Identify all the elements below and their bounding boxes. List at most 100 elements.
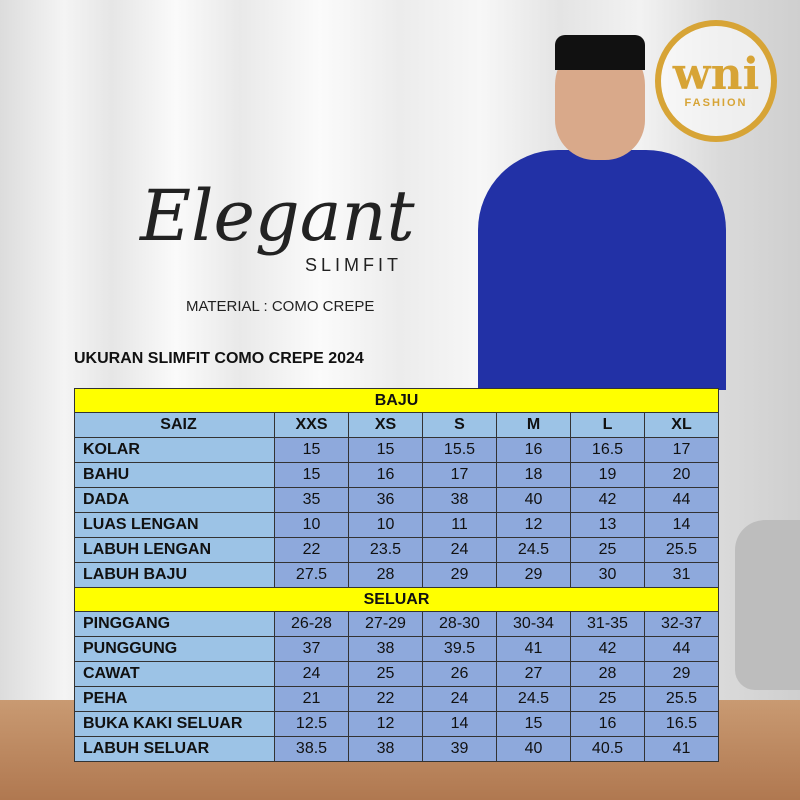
row-label: CAWAT [74, 661, 275, 687]
row-label: KOLAR [74, 437, 275, 463]
column-header-row: SAIZ XXS XS S M L XL [74, 412, 719, 438]
size-value: 24 [274, 661, 349, 687]
size-value: 16 [348, 462, 423, 488]
size-value: 12 [496, 512, 571, 538]
size-value: 26-28 [274, 611, 349, 637]
size-value: 40.5 [570, 736, 645, 762]
table-row: PEHA 21 22 24 24.5 25 25.5 [74, 686, 719, 712]
table-row: KOLAR 15 15 15.5 16 16.5 17 [74, 437, 719, 463]
column-header: XL [644, 412, 719, 438]
table-row: BAHU 15 16 17 18 19 20 [74, 462, 719, 488]
size-value: 16.5 [570, 437, 645, 463]
size-value: 27 [496, 661, 571, 687]
size-value: 10 [274, 512, 349, 538]
row-label: PEHA [74, 686, 275, 712]
column-header: M [496, 412, 571, 438]
model-baju-melayu [478, 150, 726, 390]
size-value: 25 [570, 537, 645, 563]
size-value: 13 [570, 512, 645, 538]
table-row: DADA 35 36 38 40 42 44 [74, 487, 719, 513]
size-value: 15 [274, 437, 349, 463]
size-value: 31-35 [570, 611, 645, 637]
section-title: SELUAR [74, 587, 719, 612]
size-value: 14 [422, 711, 497, 737]
size-value: 10 [348, 512, 423, 538]
size-value: 21 [274, 686, 349, 712]
logo-text: wni [672, 49, 760, 100]
size-value: 29 [644, 661, 719, 687]
size-value: 20 [644, 462, 719, 488]
size-value: 40 [496, 487, 571, 513]
section-title: BAJU [74, 388, 719, 413]
size-value: 24.5 [496, 686, 571, 712]
table-row: BUKA KAKI SELUAR 12.5 12 14 15 16 16.5 [74, 711, 719, 737]
row-label: PINGGANG [74, 611, 275, 637]
column-header: S [422, 412, 497, 438]
size-value: 38 [348, 636, 423, 662]
size-value: 38 [348, 736, 423, 762]
logo-sub: FASHION [684, 97, 748, 109]
size-value: 14 [644, 512, 719, 538]
size-value: 24 [422, 537, 497, 563]
size-value: 28 [570, 661, 645, 687]
size-value: 28-30 [422, 611, 497, 637]
size-value: 31 [644, 562, 719, 588]
row-label: LABUH LENGAN [74, 537, 275, 563]
size-value: 15 [274, 462, 349, 488]
table-row: LABUH SELUAR 38.5 38 39 40 40.5 41 [74, 736, 719, 762]
size-value: 41 [644, 736, 719, 762]
column-header: L [570, 412, 645, 438]
size-value: 37 [274, 636, 349, 662]
size-value: 15 [348, 437, 423, 463]
size-value: 39 [422, 736, 497, 762]
size-value: 22 [274, 537, 349, 563]
column-header: XS [348, 412, 423, 438]
size-value: 27.5 [274, 562, 349, 588]
size-value: 25 [570, 686, 645, 712]
material-label: MATERIAL : COMO CREPE [186, 298, 375, 315]
size-value: 28 [348, 562, 423, 588]
table-row: LUAS LENGAN 10 10 11 12 13 14 [74, 512, 719, 538]
column-header: SAIZ [74, 412, 275, 438]
row-label: PUNGGUNG [74, 636, 275, 662]
size-value: 15.5 [422, 437, 497, 463]
size-value: 16 [496, 437, 571, 463]
size-value: 30 [570, 562, 645, 588]
size-value: 32-37 [644, 611, 719, 637]
size-value: 17 [644, 437, 719, 463]
size-value: 35 [274, 487, 349, 513]
size-value: 38.5 [274, 736, 349, 762]
size-value: 44 [644, 636, 719, 662]
table-title: UKURAN SLIMFIT COMO CREPE 2024 [74, 350, 364, 367]
section-header: BAJU [74, 388, 719, 413]
size-value: 44 [644, 487, 719, 513]
size-value: 40 [496, 736, 571, 762]
row-label: LABUH BAJU [74, 562, 275, 588]
row-label: LUAS LENGAN [74, 512, 275, 538]
brand-logo: wni FASHION [655, 20, 777, 142]
size-value: 15 [496, 711, 571, 737]
size-value: 16 [570, 711, 645, 737]
size-value: 30-34 [496, 611, 571, 637]
product-title: Elegant [140, 175, 415, 257]
size-value: 42 [570, 636, 645, 662]
size-value: 36 [348, 487, 423, 513]
row-label: LABUH SELUAR [74, 736, 275, 762]
table-row: PUNGGUNG 37 38 39.5 41 42 44 [74, 636, 719, 662]
size-value: 24 [422, 686, 497, 712]
table-row: CAWAT 24 25 26 27 28 29 [74, 661, 719, 687]
size-value: 38 [422, 487, 497, 513]
size-value: 16.5 [644, 711, 719, 737]
size-value: 25.5 [644, 537, 719, 563]
table-row: LABUH LENGAN 22 23.5 24 24.5 25 25.5 [74, 537, 719, 563]
size-value: 24.5 [496, 537, 571, 563]
chair [735, 520, 800, 690]
size-value: 17 [422, 462, 497, 488]
table-row: LABUH BAJU 27.5 28 29 29 30 31 [74, 562, 719, 588]
size-value: 39.5 [422, 636, 497, 662]
size-value: 42 [570, 487, 645, 513]
row-label: BUKA KAKI SELUAR [74, 711, 275, 737]
songkok [555, 35, 645, 70]
row-label: DADA [74, 487, 275, 513]
size-value: 11 [422, 512, 497, 538]
